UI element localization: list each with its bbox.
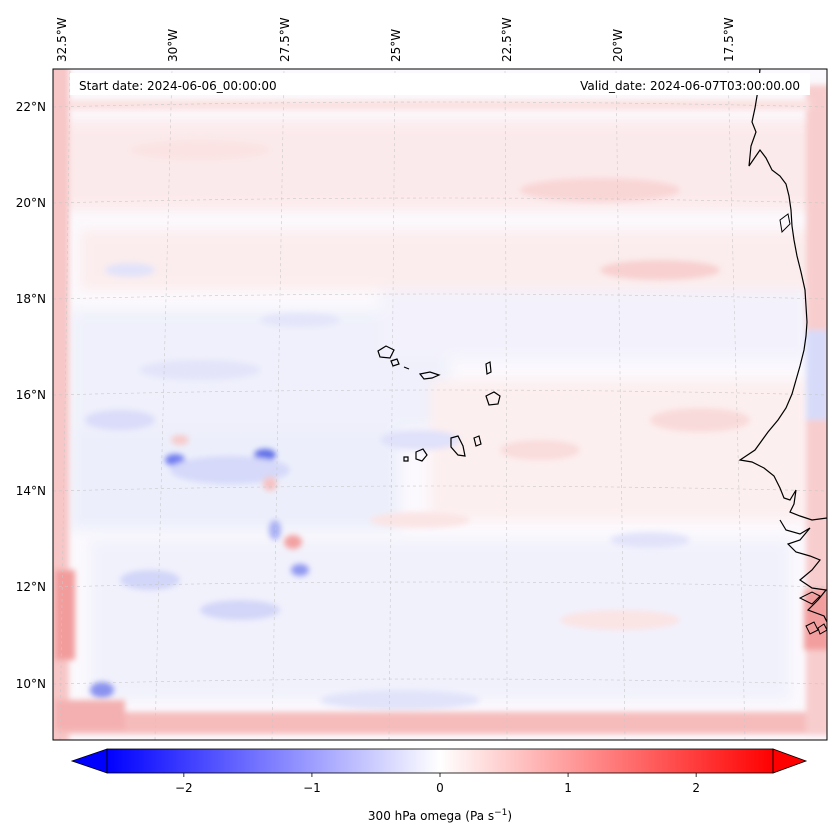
island-sal: [485, 361, 492, 375]
colorbar-label: 300 hPa omega (Pa s−1): [368, 808, 512, 823]
colorbar-max-extension: [772, 748, 808, 774]
start-date-label: Start date: 2024-06-06_00:00:00: [79, 79, 277, 93]
island-santo-antao: [377, 345, 395, 359]
latitude-labels: 22°N 20°N 18°N 16°N 14°N 12°N 10°N: [16, 100, 46, 691]
longitude-labels: 32.5°W 30°W 27.5°W 25°W 22.5°W 20°W 17.5…: [55, 17, 736, 62]
lon-label-22-5w: 22.5°W: [500, 17, 514, 62]
colorbar-tick-label: 0: [436, 781, 444, 795]
lon-label-20w: 20°W: [611, 29, 625, 62]
lat-label-12n: 12°N: [16, 580, 46, 594]
map-panel: Start date: 2024-06-06_00:00:00 Valid_da…: [53, 69, 827, 740]
colorbar-gradient: [107, 749, 773, 773]
lon-label-32-5w: 32.5°W: [55, 17, 69, 62]
omega-field: [53, 69, 827, 740]
info-strip: [70, 73, 810, 95]
africa-coastline-south: [779, 519, 827, 623]
island-sao-vicente: [390, 358, 400, 367]
lon-label-17-5w: 17.5°W: [722, 17, 736, 62]
island-sao-nicolau: [418, 371, 441, 380]
colorbar-label-main: 300 hPa omega (Pa s: [368, 809, 494, 823]
island-santiago: [450, 435, 466, 457]
colorbar-tick-label: −1: [303, 781, 321, 795]
lat-label-20n: 20°N: [16, 196, 46, 210]
colorbar-min-extension: [70, 748, 108, 774]
valid-date-label: Valid_date: 2024-06-07T03:00:00.00: [580, 79, 800, 93]
colorbar: −2 −1 0 1 2 300 hPa omega (Pa s−1): [70, 748, 808, 823]
cape-verde-islands: [377, 345, 501, 462]
lat-label-10n: 10°N: [16, 677, 46, 691]
lat-label-14n: 14°N: [16, 484, 46, 498]
colorbar-label-close: ): [507, 809, 512, 823]
bijagos-islands: [805, 621, 827, 635]
lat-label-18n: 18°N: [16, 292, 46, 306]
lon-label-27-5w: 27.5°W: [278, 17, 292, 62]
lat-label-16n: 16°N: [16, 388, 46, 402]
graticule: [53, 69, 827, 740]
africa-coastline: [738, 69, 827, 521]
island-santa-luzia: [403, 366, 410, 370]
lon-label-25w: 25°W: [389, 29, 403, 62]
colorbar-label-exponent: −1: [494, 808, 507, 818]
island-fogo: [415, 448, 428, 462]
map-frame: [52, 68, 828, 741]
colorbar-tick-label: −2: [175, 781, 193, 795]
colorbar-tick-label: 2: [692, 781, 700, 795]
coast-inlet: [798, 591, 821, 605]
colorbar-ticks: −2 −1 0 1 2: [175, 773, 700, 795]
island-maio: [473, 435, 482, 447]
island-brava: [403, 456, 409, 462]
island-boa-vista: [485, 391, 501, 406]
colorbar-tick-label: 1: [564, 781, 572, 795]
lat-label-22n: 22°N: [16, 100, 46, 114]
coast-islet: [779, 213, 791, 234]
lon-label-30w: 30°W: [166, 29, 180, 62]
